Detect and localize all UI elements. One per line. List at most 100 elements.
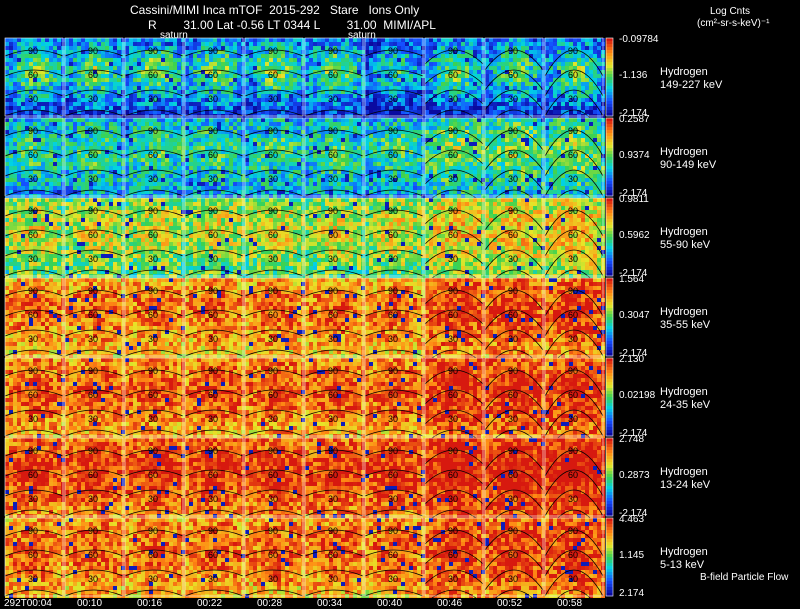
colorbar: [605, 517, 614, 597]
band-energy: 24-35 keV: [660, 399, 710, 412]
image-panel: [364, 517, 425, 598]
band-energy: 55-90 keV: [660, 239, 710, 252]
colorbar-cmid-label: 1.145: [619, 550, 644, 561]
time-tick: 00:16: [137, 598, 162, 609]
colorbar: [605, 357, 614, 437]
contour-label: 30: [508, 174, 518, 184]
colorbar-cmax-label: 0.9811: [619, 194, 649, 205]
contour-label: 60: [268, 150, 278, 160]
contour-label: 30: [208, 94, 218, 104]
contour-label: 30: [568, 334, 578, 344]
contour-label: 30: [28, 414, 38, 424]
colorbar: [605, 197, 614, 277]
contour-label: 60: [208, 70, 218, 80]
contour-label: 30: [88, 414, 98, 424]
image-panel: [64, 197, 125, 278]
image-panel: [304, 37, 365, 118]
contour-label: 30: [208, 494, 218, 504]
contour-label: 60: [388, 390, 398, 400]
contour-label: 60: [268, 70, 278, 80]
image-panel: [304, 197, 365, 278]
image-panel: [64, 277, 125, 358]
contour-label: 60: [28, 70, 38, 80]
contour-label: 60: [88, 390, 98, 400]
image-panel: [364, 437, 425, 518]
contour-label: 60: [28, 310, 38, 320]
contour-label: 60: [28, 230, 38, 240]
band-energy: 149-227 keV: [660, 79, 722, 92]
image-panel: [4, 437, 65, 518]
image-panel: [124, 117, 185, 198]
image-panel: [484, 277, 545, 371]
contour-label: 90: [508, 526, 518, 536]
contour-label: 60: [568, 230, 578, 240]
contour-label: 30: [508, 574, 518, 584]
contour-label: 90: [148, 366, 158, 376]
contour-label: 30: [508, 334, 518, 344]
image-panel: [304, 517, 365, 598]
colorbar-cmin-label: -2.174: [619, 268, 647, 279]
band-energy: 35-55 keV: [660, 319, 710, 332]
image-panel: [184, 277, 245, 358]
contour-label: 30: [88, 494, 98, 504]
image-panel: [64, 357, 125, 438]
contour-label: 30: [448, 254, 458, 264]
colorbar-cmin-label: -2.174: [619, 188, 647, 199]
contour-label: 90: [448, 206, 458, 216]
band-species: Hydrogen: [660, 226, 710, 239]
contour-label: 90: [568, 46, 578, 56]
contour-label: 30: [88, 574, 98, 584]
contour-label: 30: [508, 94, 518, 104]
contour-label: 90: [448, 286, 458, 296]
image-panel: [244, 37, 305, 118]
image-panel: [484, 37, 545, 131]
contour-label: 90: [208, 46, 218, 56]
contour-label: 30: [388, 414, 398, 424]
contour-label: 30: [208, 174, 218, 184]
contour-label: 90: [388, 526, 398, 536]
contour-label: 90: [88, 526, 98, 536]
image-panel: [364, 117, 425, 198]
contour-label: 60: [88, 150, 98, 160]
contour-label: 90: [88, 446, 98, 456]
contour-label: 60: [28, 150, 38, 160]
contour-label: 30: [508, 414, 518, 424]
contour-label: 90: [208, 286, 218, 296]
colorbar-cmin-label: -2.174: [619, 348, 647, 359]
contour-label: 60: [328, 390, 338, 400]
contour-label: 90: [88, 206, 98, 216]
contour-label: 60: [268, 310, 278, 320]
contour-label: 60: [508, 390, 518, 400]
band-energy: 13-24 keV: [660, 479, 710, 492]
contour-label: 60: [88, 230, 98, 240]
contour-label: 30: [268, 94, 278, 104]
colorbar-cmid-label: 0.2873: [619, 470, 650, 481]
colorbar: [605, 37, 614, 117]
colorbar-cmax-label: 0.2587: [619, 114, 650, 125]
time-tick: 00:10: [77, 598, 102, 609]
contour-label: 60: [568, 310, 578, 320]
contour-label: 60: [328, 150, 338, 160]
image-panel: [4, 117, 65, 198]
image-panel: [364, 277, 425, 358]
contour-label: 60: [508, 470, 518, 480]
contour-label: 90: [28, 126, 38, 136]
contour-label: 30: [268, 334, 278, 344]
time-tick: 00:58: [557, 598, 582, 609]
contour-label: 30: [448, 94, 458, 104]
contour-label: 90: [268, 46, 278, 56]
image-panel: [184, 37, 245, 118]
contour-label: 60: [208, 310, 218, 320]
image-panel: [544, 117, 605, 217]
time-tick: 00:28: [257, 598, 282, 609]
image-panel: [424, 517, 485, 605]
contour-label: 30: [28, 174, 38, 184]
contour-label: 60: [268, 470, 278, 480]
band-species: Hydrogen: [660, 546, 708, 559]
band-label: Hydrogen 13-24 keV: [660, 466, 710, 492]
contour-label: 60: [388, 470, 398, 480]
contour-label: 60: [508, 230, 518, 240]
image-panel: [4, 37, 65, 118]
contour-label: 30: [88, 174, 98, 184]
contour-label: 30: [268, 414, 278, 424]
